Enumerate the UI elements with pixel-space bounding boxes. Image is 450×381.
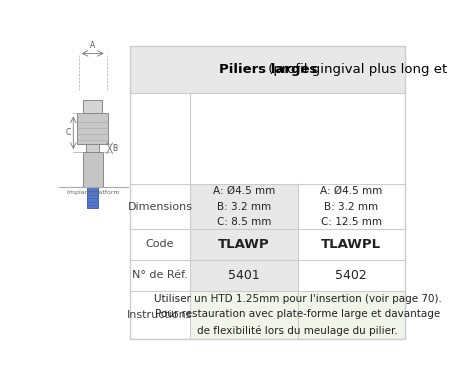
Bar <box>190 229 297 260</box>
Text: Instructions: Instructions <box>127 310 193 320</box>
Bar <box>83 99 102 114</box>
Bar <box>297 184 405 229</box>
Bar <box>56 46 130 339</box>
Bar <box>130 229 190 260</box>
Bar <box>87 187 98 208</box>
Bar <box>130 46 405 93</box>
Text: Piliers larges: Piliers larges <box>220 63 318 76</box>
Bar <box>83 152 103 187</box>
Text: Code: Code <box>146 239 174 250</box>
Text: 5401: 5401 <box>228 269 260 282</box>
Bar <box>297 260 405 291</box>
Text: A: Ø4.5 mm
B: 3.2 mm
C: 8.5 mm: A: Ø4.5 mm B: 3.2 mm C: 8.5 mm <box>213 186 275 227</box>
Bar <box>190 260 297 291</box>
Bar <box>130 291 190 339</box>
Text: Implant Platform: Implant Platform <box>67 190 119 195</box>
Text: B: B <box>112 144 117 153</box>
Bar <box>130 260 190 291</box>
Bar <box>130 93 405 184</box>
Bar <box>297 229 405 260</box>
Text: 5402: 5402 <box>335 269 367 282</box>
Bar <box>130 46 405 339</box>
Bar <box>190 184 297 229</box>
Bar <box>130 184 190 229</box>
Text: Dimensions: Dimensions <box>128 202 193 212</box>
Text: Utiliser un HTD 1.25mm pour l'insertion (voir page 70).
Pour restauration avec p: Utiliser un HTD 1.25mm pour l'insertion … <box>154 294 441 336</box>
Text: A: A <box>90 42 95 50</box>
Bar <box>86 144 99 152</box>
Text: (profil gingival plus long et plus large): (profil gingival plus long et plus large… <box>264 63 450 76</box>
Text: TLAWPL: TLAWPL <box>321 238 382 251</box>
Bar <box>190 291 405 339</box>
Text: N° de Réf.: N° de Réf. <box>132 270 188 280</box>
Text: C: C <box>66 128 71 137</box>
Bar <box>77 114 108 144</box>
Text: A: Ø4.5 mm
B: 3.2 mm
C: 12.5 mm: A: Ø4.5 mm B: 3.2 mm C: 12.5 mm <box>320 186 382 227</box>
Text: TLAWP: TLAWP <box>218 238 270 251</box>
